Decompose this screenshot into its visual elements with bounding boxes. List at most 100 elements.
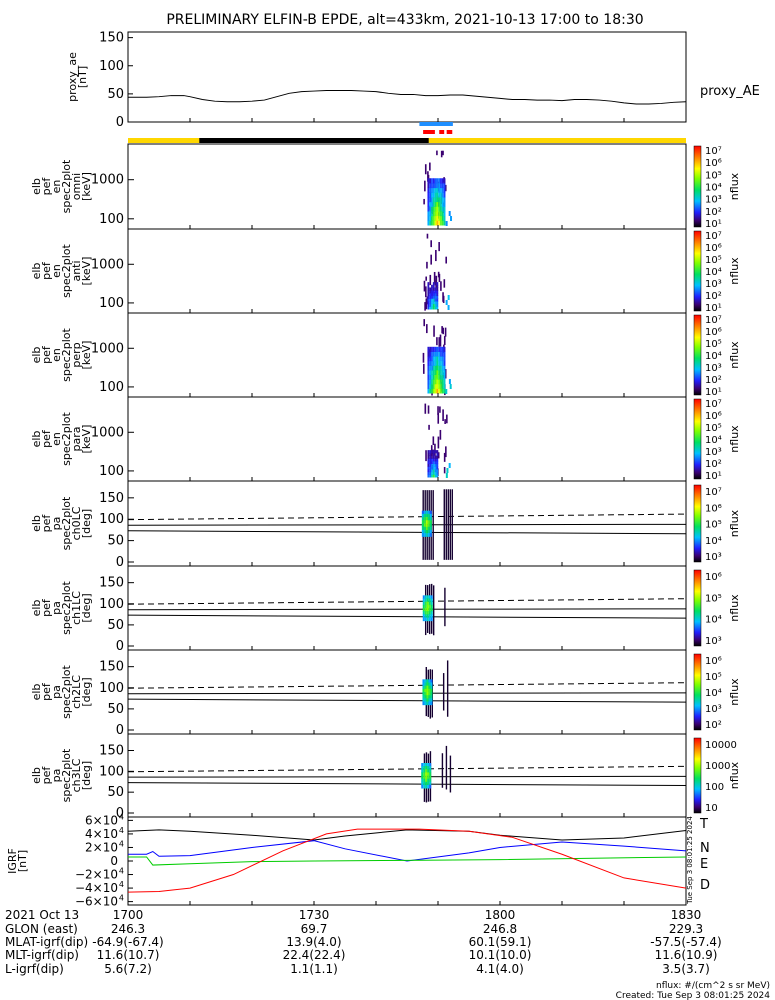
- spectrogram-pixel: [436, 351, 439, 357]
- spectrogram-pixel: [431, 463, 433, 467]
- spectrogram-pixel: [424, 302, 426, 311]
- spectrogram-pixel: [444, 184, 447, 192]
- pitch-angle-pixel: [426, 614, 429, 618]
- spectrogram-pixel: [442, 409, 444, 422]
- colorbar-tick-label: 10²: [705, 207, 722, 218]
- science-zone-marker-red: [446, 130, 453, 134]
- colorbar-tick-label: 10³: [705, 704, 722, 715]
- spectrogram-pixel: [432, 187, 435, 193]
- spectrogram-pixel: [432, 466, 435, 470]
- spectrogram-pixel: [429, 360, 432, 366]
- pitch-angle-pixel: [429, 769, 432, 773]
- spectrogram-pixel: [431, 187, 433, 193]
- igrf-legend-N: N: [700, 841, 710, 856]
- spectrogram-pixel: [431, 303, 433, 307]
- spectrogram-pixel: [436, 346, 439, 352]
- pitch-angle-ylabel: [deg]: [80, 761, 93, 790]
- spectrogram-pixel: [431, 196, 433, 203]
- pitch-angle-pixel: [429, 778, 432, 783]
- spectrogram-pixel: [427, 295, 430, 299]
- spectrogram-pixel: [436, 292, 439, 297]
- spectrogram-pixel: [434, 374, 437, 380]
- pitch-angle-pixel: [428, 611, 431, 615]
- spectrogram-pixel: [427, 284, 430, 288]
- pitch-angle-ylabel: [deg]: [80, 509, 93, 538]
- colorbar-tick-label: 10³: [705, 636, 722, 647]
- spectrogram-pixel: [445, 256, 447, 264]
- spectrogram-pixel: [427, 458, 430, 462]
- pitch-angle-ytick-label: 0: [116, 723, 124, 738]
- energy-spectrogram-frame: [127, 396, 687, 482]
- pitch-angle-pixel: [429, 529, 432, 534]
- created-timestamp: Created: Tue Sep 3 08:01:25 2024: [616, 991, 771, 1000]
- spectrogram-pixel: [427, 187, 430, 193]
- spectrogram-pixel: [438, 273, 441, 282]
- pitch-angle-pixel: [426, 595, 429, 599]
- spectrogram-pixel: [436, 220, 439, 226]
- pitch-angle-pixel: [426, 701, 429, 706]
- pitch-angle-ylabel: spec2plot: [60, 748, 73, 802]
- pitch-angle-ylabel: ch0LC: [70, 506, 83, 540]
- spectrogram-pixel: [431, 365, 433, 371]
- spectrogram-pixel: [434, 192, 437, 198]
- pitch-angle-pixel: [423, 526, 426, 531]
- loss-cone-solid-line: [127, 523, 687, 526]
- spectrogram-pixel: [441, 206, 444, 212]
- nflux-colorbar: [693, 737, 702, 814]
- pitch-angle-pixel: [426, 688, 429, 693]
- spectrogram-pixel: [434, 443, 436, 456]
- spectrogram-pixel: [432, 210, 435, 217]
- spectrogram-pixel: [434, 220, 437, 226]
- info-row-value: -64.9(-67.4): [92, 935, 163, 949]
- pitch-angle-pixel: [446, 660, 449, 717]
- colorbar-tick-label: 10¹: [705, 219, 722, 230]
- pitch-angle-pixel: [424, 595, 427, 599]
- spectrogram-pixel: [438, 360, 441, 366]
- pitch-angle-pixel: [429, 763, 432, 767]
- pitch-angle-pixel: [445, 745, 448, 790]
- side-timestamp: Tue Sep 3 08:01:25 2024: [686, 816, 694, 905]
- spectrogram-pixel: [443, 351, 446, 357]
- spectrogram-pixel: [430, 254, 432, 265]
- spectrogram-pixel: [445, 221, 448, 226]
- spectrogram-pixel: [441, 178, 444, 184]
- spectrogram-pixel: [429, 460, 432, 465]
- spectrogram-pixel: [431, 450, 433, 454]
- spectrogram-pixel: [431, 295, 433, 299]
- time-tick-label: 1730: [299, 908, 330, 922]
- pitch-angle-ylabel: ch3LC: [70, 758, 83, 792]
- spectrogram-pixel: [443, 279, 446, 288]
- pitch-angle-pixel: [426, 695, 429, 699]
- spectrogram-pixel: [427, 351, 430, 357]
- spectrogram-pixel: [448, 379, 451, 384]
- spectrogram-pixel: [432, 388, 435, 394]
- pitch-angle-pixel: [427, 523, 430, 528]
- pitch-angle-pixel: [426, 611, 429, 615]
- energy-spectrogram-ylabel: elb: [30, 347, 43, 364]
- spectrogram-pixel: [434, 282, 437, 286]
- spectrogram-pixel: [436, 300, 439, 305]
- info-row-value: 11.6(10.9): [655, 948, 718, 962]
- energy-spectrogram-ylabel: en: [50, 180, 63, 194]
- pitch-angle-pixel: [423, 775, 426, 780]
- spectrogram-pixel: [436, 210, 439, 217]
- pitch-angle-pixel: [426, 601, 429, 606]
- spectrogram-pixel: [431, 215, 433, 221]
- loss-cone-solid-line: [127, 692, 687, 695]
- spectrogram-pixel: [432, 303, 435, 307]
- igrf-ytick-exponent: 4: [119, 867, 124, 876]
- igrf-ytick-label: −2×10: [75, 868, 118, 882]
- colorbar-tick-label: 10²: [705, 720, 722, 731]
- pitch-angle-pixel: [423, 520, 426, 524]
- spectrogram-pixel: [443, 201, 446, 207]
- spectrogram-pixel: [440, 150, 443, 158]
- spectrogram-pixel: [429, 455, 432, 459]
- anti-loss-cone-solid-line: [127, 698, 687, 703]
- colorbar-tick-label: 10⁴: [705, 435, 722, 446]
- spectrogram-pixel: [432, 284, 435, 288]
- date-label: 2021 Oct 13: [5, 908, 79, 922]
- pitch-angle-pixel: [421, 772, 424, 776]
- pitch-angle-pixel: [423, 517, 426, 521]
- spectrogram-pixel: [434, 351, 437, 357]
